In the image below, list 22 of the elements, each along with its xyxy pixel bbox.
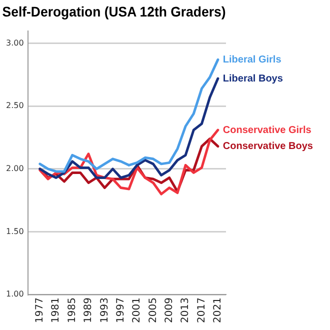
x-tick-label: 2005 [148,298,159,324]
y-tick-label: 1.00 [6,290,24,299]
series-label: Liberal Girls [222,54,282,66]
series-label: Conservative Boys [222,141,314,152]
y-tick-label: 2.50 [6,101,24,110]
y-tick-label: 1.50 [6,226,24,236]
y-tick-label: 2.00 [6,164,24,174]
x-tick-label: 1997 [115,298,126,324]
x-tick-label: 2013 [180,298,192,324]
x-tick-label: 1985 [66,298,78,324]
x-tick-label: 2017 [196,298,208,324]
x-tick-label: 1981 [50,298,62,324]
x-tick-label: 1989 [83,298,94,324]
series-label: Conservative Girls [222,124,312,136]
y-tick-label: 3.00 [6,38,24,48]
x-tick-label: 2001 [132,298,143,324]
series-label: Liberal Boys [222,73,284,84]
chart-title: Self-Derogation (USA 12th Graders) [2,4,226,20]
x-tick-label: 2021 [212,298,224,324]
x-tick-label: 2009 [164,298,175,324]
x-tick-label: 1977 [34,298,46,324]
x-tick-label: 1993 [99,298,110,324]
